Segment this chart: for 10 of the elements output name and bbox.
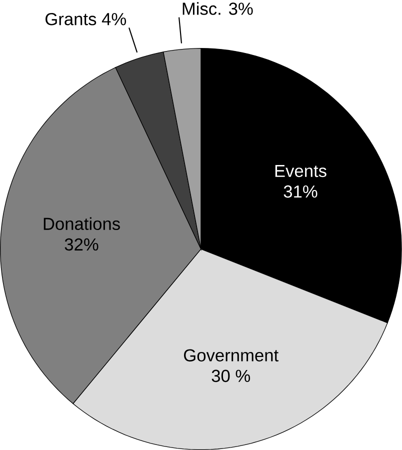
data-label: 30 % xyxy=(212,370,250,382)
slice-label: Grants xyxy=(46,13,96,26)
slice-label: Events xyxy=(275,164,326,178)
data-label: 3% xyxy=(229,2,253,15)
slice-label: Donations xyxy=(44,217,120,230)
data-label: 4% xyxy=(102,13,126,26)
slice-label: Government xyxy=(184,349,279,362)
data-label: 32% xyxy=(64,238,98,251)
data-label: 31% xyxy=(284,185,318,198)
slice-label: Misc. xyxy=(182,2,220,15)
